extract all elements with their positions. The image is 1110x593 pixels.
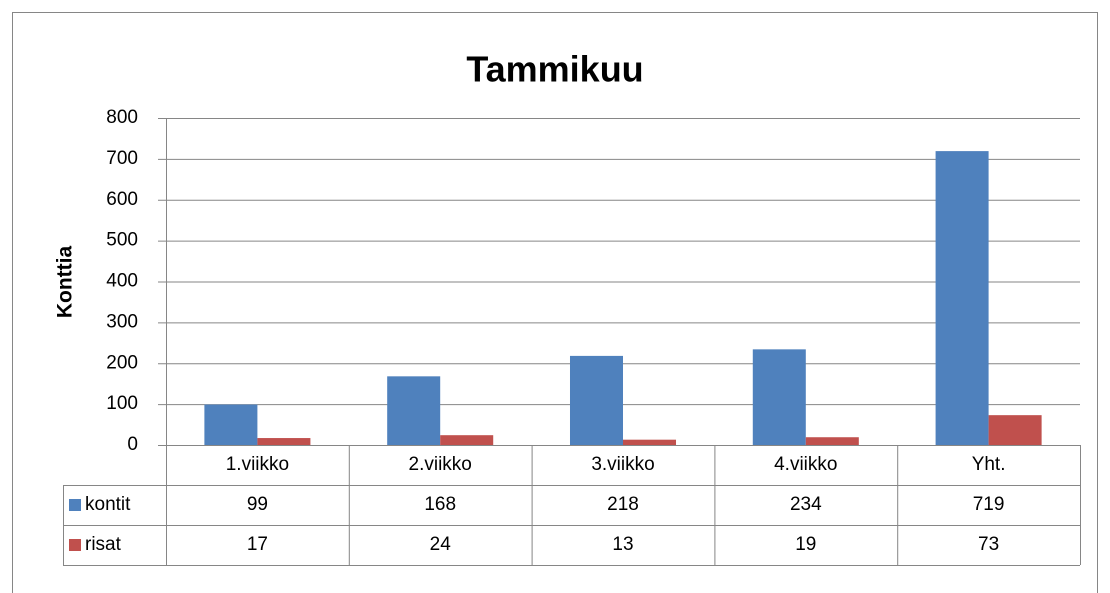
y-axis-title: Konttia (54, 246, 77, 319)
x-tick-label: 1.viikko (226, 454, 289, 475)
table-value: 234 (790, 494, 822, 515)
y-tick-label: 400 (106, 271, 138, 292)
chart-title: Tammikuu (466, 49, 643, 90)
x-tick-label: 2.viikko (409, 454, 472, 475)
bar (257, 438, 311, 445)
table-value: 19 (795, 534, 816, 555)
x-tick-label: Yht. (972, 454, 1006, 475)
legend-swatch (69, 499, 81, 511)
bar (440, 435, 494, 445)
bar (387, 376, 441, 445)
bar (935, 151, 989, 445)
table-value: 168 (424, 494, 456, 515)
y-tick-label: 200 (106, 352, 138, 373)
table-value: 218 (607, 494, 639, 515)
bar (752, 349, 806, 445)
y-tick-label: 100 (106, 393, 138, 414)
x-tick-label: 4.viikko (774, 454, 837, 475)
bar (623, 439, 677, 445)
bar (805, 437, 859, 445)
bar (988, 415, 1042, 445)
y-tick-label: 600 (106, 189, 138, 210)
chart-border (12, 12, 1098, 593)
table-value: 17 (247, 534, 268, 555)
bar (569, 355, 623, 445)
legend-label: kontit (85, 494, 131, 515)
table-value: 13 (612, 534, 633, 555)
table-value: 73 (978, 534, 999, 555)
y-tick-label: 700 (106, 148, 138, 169)
y-tick-label: 300 (106, 311, 138, 332)
bar (204, 404, 258, 445)
y-tick-label: 800 (106, 107, 138, 128)
x-tick-label: 3.viikko (591, 454, 654, 475)
y-tick-label: 500 (106, 230, 138, 251)
y-tick-label: 0 (127, 434, 138, 455)
table-value: 24 (430, 534, 452, 555)
table-value: 719 (973, 494, 1005, 515)
legend-label: risat (85, 534, 122, 555)
table-value: 99 (247, 494, 268, 515)
legend-swatch (69, 539, 81, 551)
